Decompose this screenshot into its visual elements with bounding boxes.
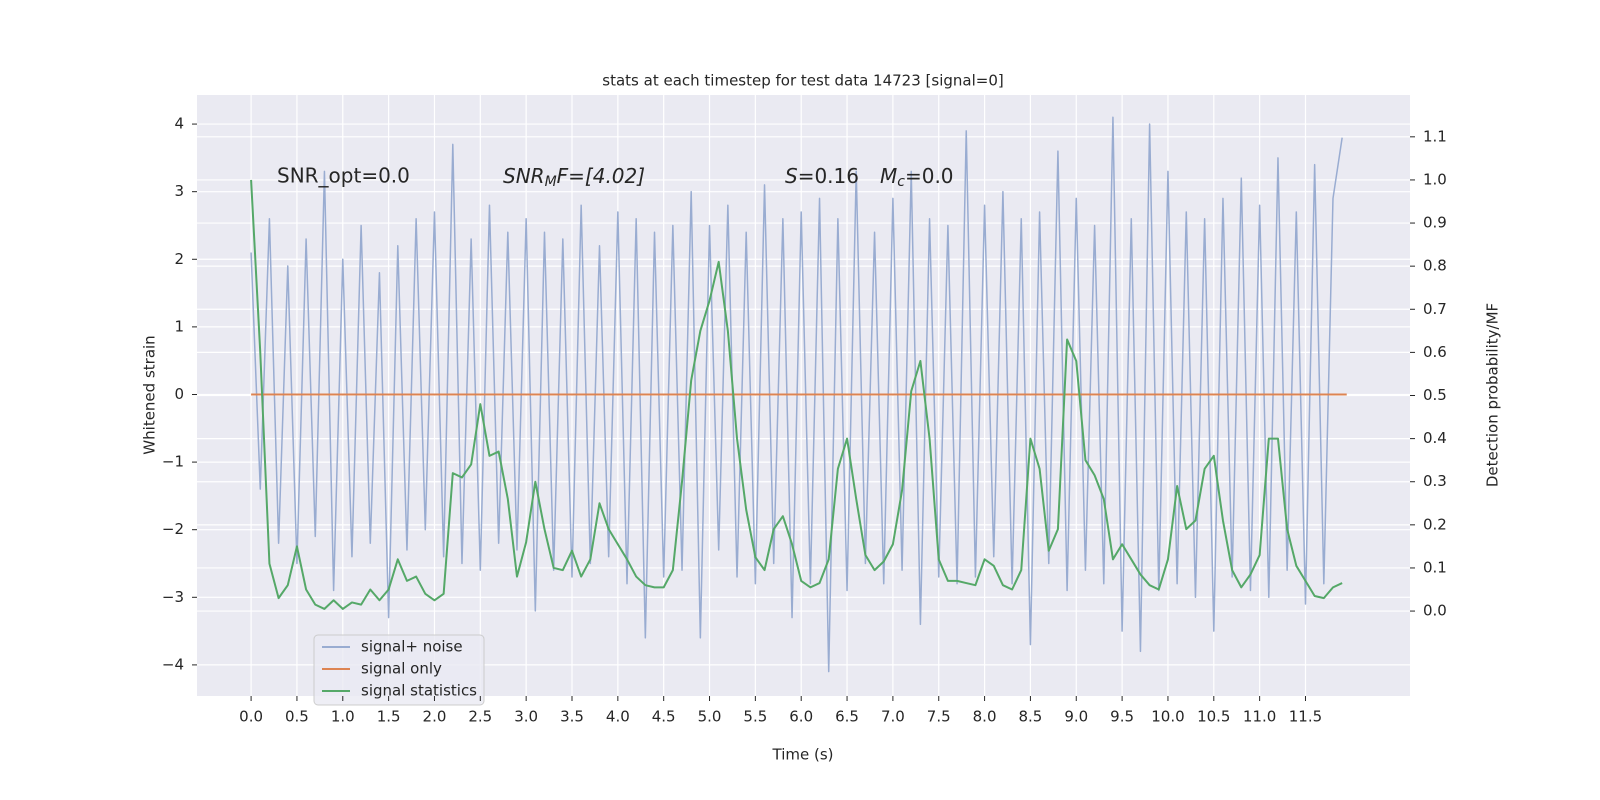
x-tick-label: 5.0 bbox=[698, 708, 722, 726]
y2-tick-label: 0.9 bbox=[1423, 214, 1447, 232]
y2-tick-label: 0.6 bbox=[1423, 343, 1447, 361]
y2-tick-label: 0.7 bbox=[1423, 300, 1447, 318]
annotation-part: =0.0 bbox=[905, 164, 954, 188]
annotation-part: M bbox=[880, 164, 897, 188]
annotation: S=0.16 bbox=[785, 164, 859, 188]
y2-axis-label: Detection probability/MF bbox=[1484, 303, 1502, 487]
y-tick-label: 0 bbox=[174, 385, 184, 403]
y-tick-label: −1 bbox=[162, 453, 184, 471]
x-tick-label: 6.5 bbox=[835, 708, 859, 726]
y-tick-label: −2 bbox=[162, 520, 184, 538]
x-axis-label: Time (s) bbox=[772, 746, 834, 764]
annotation: SNR_opt=0.0 bbox=[277, 164, 410, 188]
y-tick-label: 4 bbox=[174, 115, 184, 133]
annotation-part: S bbox=[785, 164, 798, 188]
y2-tick-label: 0.3 bbox=[1423, 472, 1447, 490]
x-tick-label: 7.5 bbox=[927, 708, 951, 726]
y2-tick-label: 1.0 bbox=[1423, 170, 1447, 188]
y-tick-label: −3 bbox=[162, 588, 184, 606]
chart-title: stats at each timestep for test data 147… bbox=[602, 72, 1003, 90]
y2-tick-label: 0.4 bbox=[1423, 429, 1447, 447]
y-tick-label: 1 bbox=[174, 317, 184, 335]
y-tick-label: 2 bbox=[174, 250, 184, 268]
x-tick-label: 9.5 bbox=[1110, 708, 1134, 726]
annotation-part: F=[4.02] bbox=[557, 164, 645, 188]
x-tick-label: 5.5 bbox=[743, 708, 767, 726]
x-tick-label: 1.0 bbox=[331, 708, 355, 726]
legend-label: signal only bbox=[361, 660, 442, 678]
annotation-part: c bbox=[897, 174, 905, 190]
x-tick-label: 11.0 bbox=[1243, 708, 1276, 726]
x-tick-label: 4.5 bbox=[652, 708, 676, 726]
x-tick-label: 6.0 bbox=[789, 708, 813, 726]
series-line bbox=[250, 179, 1343, 610]
x-tick-label: 1.5 bbox=[377, 708, 401, 726]
y2-tick-label: 1.1 bbox=[1423, 127, 1447, 145]
legend-label: signal+ noise bbox=[361, 638, 463, 656]
marks bbox=[250, 116, 1347, 673]
x-tick-label: 0.0 bbox=[239, 708, 263, 726]
x-tick-label: 2.0 bbox=[423, 708, 447, 726]
x-tick-label: 3.0 bbox=[514, 708, 538, 726]
y2-tick-label: 0.8 bbox=[1423, 257, 1447, 275]
annotation: SNRMF=[4.02] bbox=[503, 164, 645, 191]
annotation-part: M bbox=[545, 174, 557, 190]
x-tick-label: 8.5 bbox=[1018, 708, 1042, 726]
legend-label: signal statistics bbox=[361, 682, 477, 700]
x-tick-label: 8.0 bbox=[973, 708, 997, 726]
x-tick-label: 2.5 bbox=[468, 708, 492, 726]
x-tick-label: 7.0 bbox=[881, 708, 905, 726]
y2-tick-label: 0.5 bbox=[1423, 386, 1447, 404]
x-tick-label: 0.5 bbox=[285, 708, 309, 726]
x-tick-label: 3.5 bbox=[560, 708, 584, 726]
y2-tick-label: 0.1 bbox=[1423, 558, 1447, 576]
annotation-part: =0.16 bbox=[798, 164, 859, 188]
x-tick-label: 4.0 bbox=[606, 708, 630, 726]
x-tick-label: 10.0 bbox=[1151, 708, 1184, 726]
annotation-part: SNR bbox=[503, 164, 545, 188]
y-axis-label: Whitened strain bbox=[141, 335, 159, 454]
legend-box bbox=[313, 634, 485, 706]
y-tick-label: −4 bbox=[162, 655, 184, 673]
legend: signal+ noise signal only signal statistic… bbox=[313, 634, 485, 706]
y-tick-label: 3 bbox=[174, 182, 184, 200]
series-line bbox=[250, 116, 1343, 673]
x-tick-label: 11.5 bbox=[1289, 708, 1322, 726]
y2-tick-label: 0.2 bbox=[1423, 515, 1447, 533]
annotation: Mc=0.0 bbox=[880, 164, 954, 191]
y2-tick-label: 0.0 bbox=[1423, 602, 1447, 620]
x-tick-label: 9.0 bbox=[1064, 708, 1088, 726]
x-tick-label: 10.5 bbox=[1197, 708, 1230, 726]
